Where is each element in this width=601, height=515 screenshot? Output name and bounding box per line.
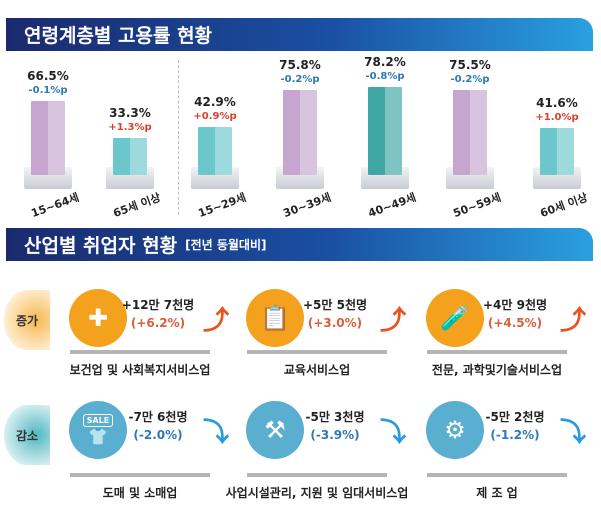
- industry-name: 도매 및 소매업: [102, 486, 178, 500]
- arrow-up-icon: ⤴: [380, 306, 407, 336]
- employment-change-count: +5만 5천명: [302, 298, 368, 312]
- industry-name: 보건업 및 사회복지서비스업: [69, 363, 211, 377]
- bar: [113, 137, 147, 175]
- test-tube-icon: 🧪: [426, 289, 484, 347]
- bar: [368, 87, 402, 175]
- bar-change-label: -0.1%p: [28, 84, 68, 96]
- bar-value-label: 42.9%: [194, 94, 236, 109]
- bar: [283, 90, 317, 175]
- x-tick-label: 30~39세: [281, 190, 333, 221]
- bar-value-label: 75.8%: [279, 58, 321, 73]
- bar-value-label: 66.5%: [27, 68, 69, 83]
- x-tick-label: 40~49세: [366, 190, 418, 221]
- decrease-badge: 감소: [4, 405, 50, 465]
- medical-kit-icon: ✚: [69, 289, 127, 347]
- clipboard-icon: 📋: [246, 289, 304, 347]
- bar: [198, 126, 232, 175]
- employment-change-percent: (+4.5%): [487, 316, 543, 330]
- bar: [31, 100, 65, 175]
- divider: [178, 60, 179, 215]
- bar-value-label: 75.5%: [449, 58, 491, 73]
- employment-change-count: -5만 3천명: [305, 410, 365, 424]
- employment-change-count: +12만 7천명: [121, 298, 195, 312]
- employment-change-count: +4만 9천명: [482, 298, 548, 312]
- bar-value-label: 41.6%: [536, 96, 578, 111]
- x-tick-label: 60세 이상: [538, 190, 590, 221]
- bar: [540, 128, 574, 175]
- shirt-icon: 👕: [88, 427, 108, 446]
- industry-name: 제 조 업: [476, 486, 518, 500]
- bar-change-label: +1.0%p: [535, 112, 579, 124]
- employment-change-percent: (+6.2%): [130, 316, 186, 330]
- industry-name: 교육서비스업: [283, 363, 351, 377]
- arrow-up-icon: ⤴: [560, 306, 587, 336]
- section2-subtitle: [전년 동월대비]: [185, 238, 267, 252]
- arrow-down-icon: ⤵: [203, 418, 230, 448]
- arrow-up-icon: ⤴: [203, 306, 230, 336]
- employment-change-percent: (-1.2%): [490, 428, 540, 442]
- tools-people-icon: ⚒: [246, 401, 304, 459]
- sale-tag-label: SALE: [82, 414, 114, 427]
- x-tick-label: 65세 이상: [111, 190, 163, 221]
- employment-rate-chart: -0.1%p 66.5% 15~64세 +1.3%p 33.3% 65세 이상 +0.9%p…: [0, 55, 601, 220]
- bar: [453, 90, 487, 175]
- industry-name: 사업시설관리, 지원 및 임대서비스업: [225, 486, 409, 500]
- section2-title: 산업별 취업자 현황: [24, 235, 178, 257]
- divider-line: [247, 473, 387, 477]
- section1-header: 연령계층별 고용률 현황: [6, 18, 593, 51]
- increase-badge: 증가: [4, 290, 50, 350]
- divider-line: [70, 473, 210, 477]
- x-tick-label: 15~29세: [196, 190, 248, 221]
- bar-change-label: -0.2%p: [450, 74, 490, 86]
- section2-header: 산업별 취업자 현황 [전년 동월대비]: [6, 228, 593, 261]
- employment-change-percent: (-2.0%): [133, 428, 183, 442]
- arrow-down-icon: ⤵: [380, 418, 407, 448]
- x-tick-label: 50~59세: [451, 190, 503, 221]
- employment-change-percent: (+3.0%): [307, 316, 363, 330]
- employment-change-count: -5만 2천명: [485, 410, 545, 424]
- bar-change-label: -0.2%p: [280, 74, 320, 86]
- x-tick-label: 15~64세: [29, 190, 81, 221]
- bar-change-label: -0.8%p: [365, 71, 405, 83]
- divider-line: [427, 473, 567, 477]
- employment-change-count: -7만 6천명: [128, 410, 188, 424]
- bar-change-label: +1.3%p: [108, 121, 152, 133]
- gear-person-icon: ⚙: [426, 401, 484, 459]
- arrow-down-icon: ⤵: [560, 418, 587, 448]
- bar-change-label: +0.9%p: [193, 110, 237, 122]
- section1-title: 연령계층별 고용률 현황: [24, 25, 213, 47]
- employment-change-percent: (-3.9%): [310, 428, 360, 442]
- sale-tag-icon: SALE 👕: [69, 401, 127, 459]
- divider-line: [70, 350, 210, 354]
- industry-name: 전문, 과학및기술서비스업: [431, 363, 563, 377]
- divider-line: [427, 350, 567, 354]
- bar-value-label: 78.2%: [364, 55, 406, 70]
- bar-value-label: 33.3%: [109, 105, 151, 120]
- divider-line: [247, 350, 387, 354]
